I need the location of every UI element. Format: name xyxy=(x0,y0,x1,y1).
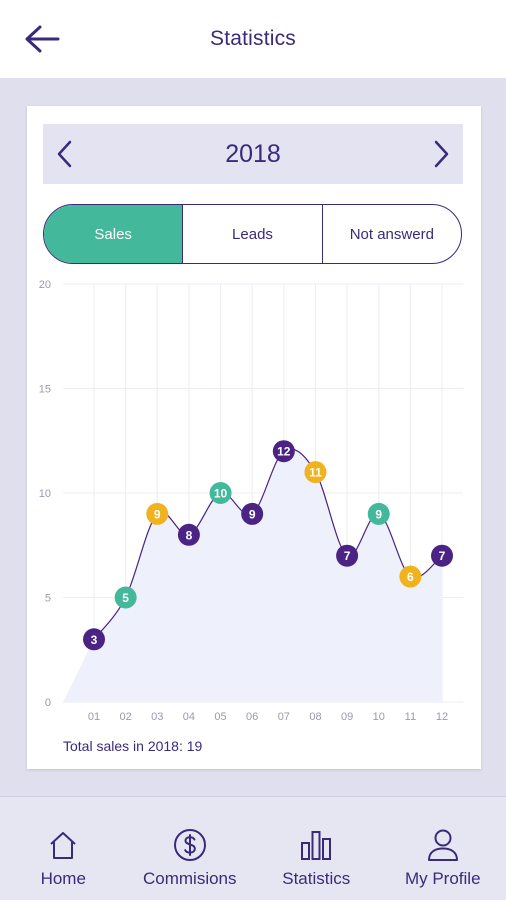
bottom-navigation: Home Commisions Statistics My Profi xyxy=(0,796,506,900)
data-point-label: 6 xyxy=(407,570,414,584)
data-point-marker xyxy=(272,440,295,463)
year-selector: 2018 xyxy=(43,124,463,184)
previous-year-button[interactable] xyxy=(49,138,81,170)
bar-chart-icon xyxy=(301,831,332,860)
chart-area-fill xyxy=(63,449,442,702)
data-point-label: 7 xyxy=(344,549,351,563)
nav-label-statistics: Statistics xyxy=(282,869,351,888)
x-tick-label: 07 xyxy=(278,711,290,723)
next-year-button[interactable] xyxy=(425,138,457,170)
chevron-left-icon xyxy=(57,140,72,168)
data-point-label: 3 xyxy=(91,633,98,647)
x-tick-label: 03 xyxy=(151,711,163,723)
data-point-marker xyxy=(367,502,390,525)
tab-not-answered[interactable]: Not answerd xyxy=(321,205,461,263)
x-tick-label: 04 xyxy=(183,711,195,723)
page-title: Statistics xyxy=(209,27,297,50)
data-point-label: 12 xyxy=(277,445,291,459)
x-tick-label: 01 xyxy=(88,711,100,723)
data-point-marker xyxy=(114,586,137,609)
nav-item-my-profile[interactable]: My Profile xyxy=(380,797,506,900)
data-point-label: 9 xyxy=(375,507,382,521)
statistics-type-tabs: Sales Leads Not answerd xyxy=(43,204,462,264)
data-point-marker xyxy=(241,502,264,525)
app-bar: Statistics xyxy=(0,0,506,78)
x-tick-label: 09 xyxy=(341,711,353,723)
data-point-marker xyxy=(336,544,359,567)
dollar-icon xyxy=(173,829,206,861)
data-point-marker xyxy=(304,461,327,484)
tab-leads[interactable]: Leads xyxy=(182,205,321,263)
data-point-marker xyxy=(431,544,453,567)
nav-label-commisions: Commisions xyxy=(142,869,237,888)
data-point-label: 7 xyxy=(439,549,446,563)
home-icon xyxy=(50,832,76,859)
data-point-label: 10 xyxy=(214,487,228,501)
x-tick-label: 12 xyxy=(436,711,448,723)
sales-chart: 0 5 10 15 20 01 02 03 04 05 06 07 08 09 10 11 12 3 5 9 8 10 9 1… xyxy=(27,274,481,734)
y-tick-label: 20 xyxy=(39,279,51,291)
data-point-marker xyxy=(399,565,422,588)
x-tick-label: 06 xyxy=(246,711,258,723)
y-tick-label: 0 xyxy=(45,697,51,709)
data-point-label: 5 xyxy=(122,591,129,605)
year-label: 2018 xyxy=(225,139,281,168)
data-point-label: 11 xyxy=(309,466,322,480)
back-button[interactable] xyxy=(22,22,62,56)
chevron-right-icon xyxy=(434,140,449,168)
total-sales-label: Total sales in 2018: 19 xyxy=(63,738,203,754)
y-tick-label: 10 xyxy=(39,488,51,500)
data-point-label: 8 xyxy=(186,528,193,542)
y-tick-label: 5 xyxy=(45,593,51,605)
x-tick-label: 02 xyxy=(120,711,132,723)
data-point-marker xyxy=(177,523,200,546)
user-icon xyxy=(427,829,458,861)
x-tick-label: 05 xyxy=(214,711,226,723)
y-tick-label: 15 xyxy=(39,384,51,396)
x-tick-label: 08 xyxy=(309,711,321,723)
nav-item-commisions[interactable]: Commisions xyxy=(127,797,254,900)
data-point-marker xyxy=(146,502,169,525)
data-point-label: 9 xyxy=(249,507,256,521)
data-point-label: 9 xyxy=(154,507,161,521)
x-tick-label: 10 xyxy=(373,711,385,723)
arrow-left-icon xyxy=(25,25,60,53)
nav-label-home: Home xyxy=(40,869,86,888)
data-point-marker xyxy=(83,628,105,651)
nav-item-statistics[interactable]: Statistics xyxy=(253,797,380,900)
x-tick-label: 11 xyxy=(405,711,416,723)
tab-sales[interactable]: Sales xyxy=(44,205,183,263)
statistics-card: 2018 Sales Leads Not answerd 0 5 10 15 20 01 0… xyxy=(27,106,481,769)
nav-item-home[interactable]: Home xyxy=(0,797,127,900)
nav-label-my-profile: My Profile xyxy=(404,869,481,888)
data-point-marker xyxy=(209,482,232,504)
